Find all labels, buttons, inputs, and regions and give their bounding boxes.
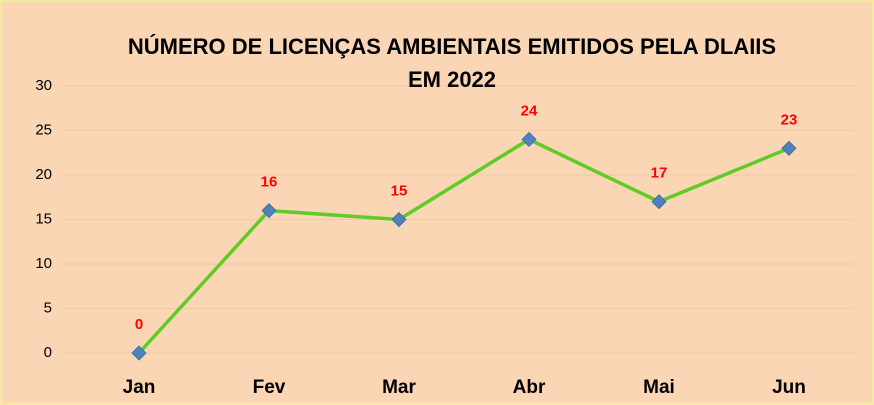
data-point (131, 345, 147, 361)
data-point (391, 211, 407, 228)
x-tick-label: Jun (772, 377, 806, 398)
data-point (651, 194, 667, 210)
x-tick-label: Abr (513, 377, 546, 398)
chart-title: NÚMERO DE LICENÇAS AMBIENTAIS EMITIDOS P… (127, 34, 777, 92)
x-tick-label: Mai (643, 377, 675, 398)
y-tick-label: 10 (35, 255, 52, 272)
data-label: 24 (521, 102, 538, 119)
series-line (137, 137, 790, 355)
x-tick-label: Jan (123, 377, 156, 398)
y-tick-label: 0 (44, 344, 52, 361)
y-tick-label: 5 (44, 299, 52, 316)
data-label: 16 (261, 174, 278, 191)
data-label: 15 (391, 182, 408, 199)
y-tick-label: 30 (35, 77, 52, 94)
x-tick-label: Mar (382, 377, 416, 398)
data-point (521, 131, 537, 147)
y-tick-label: 25 (35, 121, 52, 138)
data-point (261, 203, 277, 219)
x-tick-label: Fev (253, 377, 286, 398)
y-tick-label: 20 (35, 166, 52, 183)
data-label: 17 (651, 165, 668, 182)
data-label: 23 (781, 111, 798, 128)
data-point (781, 140, 797, 156)
y-tick-label: 15 (35, 210, 52, 227)
data-label: 0 (135, 316, 143, 333)
